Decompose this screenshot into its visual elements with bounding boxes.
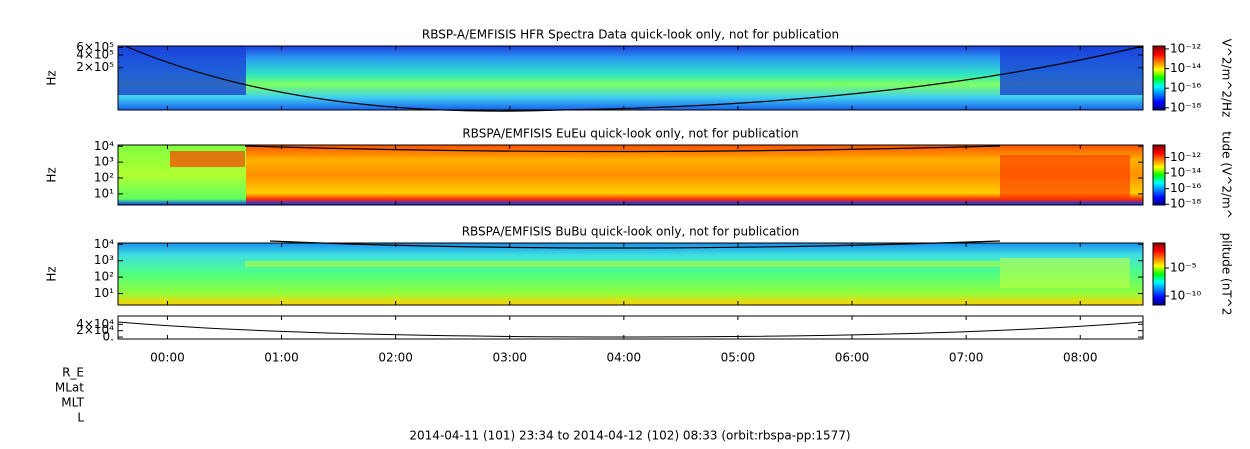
y-tick-label: 10⁴ [94,237,114,251]
y-tick-label: 2×10⁵ [76,60,114,74]
panel-title: RBSPA/EMFISIS EuEu quick-look only, not … [462,127,798,141]
x-tick-label: 03:00 [492,351,527,365]
ephemeris-label: R_E [62,366,84,380]
y-tick-label: 4×10⁵ [76,47,114,61]
y-tick-label: 2×10⁴ [76,323,114,337]
y-axis-label: Hz [45,70,59,85]
plot-frame [117,45,1144,111]
y-tick-label: 10² [94,171,114,185]
plot-area [118,243,1143,305]
y-tick-label: 10³ [94,155,114,169]
x-tick-label: 06:00 [835,351,870,365]
x-tick-label: 08:00 [1063,351,1098,365]
colorbar-tick-label: 10⁻⁵ [1170,261,1197,275]
plasma-line [244,145,1001,153]
y-axis-label: Hz [45,167,59,182]
colorbar-tick-label: 10⁻¹⁶ [1170,81,1201,95]
y-tick-label: 10² [94,270,114,284]
y-tick-label: 10¹ [94,186,114,200]
ephemeris-label: L [77,411,84,425]
y-tick-label: 0. [103,330,114,344]
colorbar-tick-label: 10⁻¹⁴ [1170,61,1201,75]
colorbar [1152,45,1166,111]
colorbar [1152,242,1166,306]
plot-frame [117,242,1144,306]
y-tick-label: 6×10⁵ [76,40,114,54]
colorbar-tick-label: 10⁻¹⁶ [1170,181,1201,195]
panel-title: RBSPA/EMFISIS BuBu quick-look only, not … [462,225,800,239]
colorbar-tick-label: 10⁻¹⁸ [1170,197,1201,211]
band [245,261,1000,267]
y-tick-label: 10³ [94,253,114,267]
x-tick-label: 04:00 [607,351,642,365]
colorbar-label: tude (V^2/m^ [1220,131,1234,219]
colorbar-tick-label: 10⁻¹⁰ [1170,289,1201,303]
colorbar-tick-label: 10⁻¹² [1170,150,1201,164]
plot-area [118,316,1143,339]
plot-area [118,46,1143,110]
plot-frame [117,315,1144,340]
quiet-region [118,46,246,95]
y-tick-label: 4×10⁴ [76,317,114,331]
ephemeris-label: MLT [61,396,84,410]
ephemeris-label: MLat [55,381,84,395]
panel-title: RBSP-A/EMFISIS HFR Spectra Data quick-lo… [422,28,839,42]
x-tick-label: 01:00 [264,351,299,365]
x-tick-label: 02:00 [378,351,413,365]
y-tick-label: 10⁴ [94,139,114,153]
colorbar [1152,144,1166,206]
y-axis-label: Hz [45,266,59,281]
colorbar-tick-label: 10⁻¹² [1170,41,1201,55]
colorbar-label: V^2/m^2/Hz [1220,39,1234,118]
x-tick-label: 00:00 [150,351,185,365]
colorbar-label: plitude (nT^2 [1220,233,1234,316]
plot-area [118,145,1143,205]
ephemeris-curve [117,321,1144,338]
colorbar-tick-label: 10⁻¹⁸ [1170,100,1201,114]
plasma-line [269,240,1001,249]
x-tick-label: 05:00 [721,351,756,365]
plot-frame [117,144,1144,206]
x-tick-label: 07:00 [949,351,984,365]
colorbar-tick-label: 10⁻¹⁴ [1170,166,1201,180]
footer: 2014-04-11 (101) 23:34 to 2014-04-12 (10… [409,429,850,443]
y-tick-label: 10¹ [94,286,114,300]
side-region [1000,155,1130,200]
burst [170,151,245,167]
side-region [1000,258,1130,288]
